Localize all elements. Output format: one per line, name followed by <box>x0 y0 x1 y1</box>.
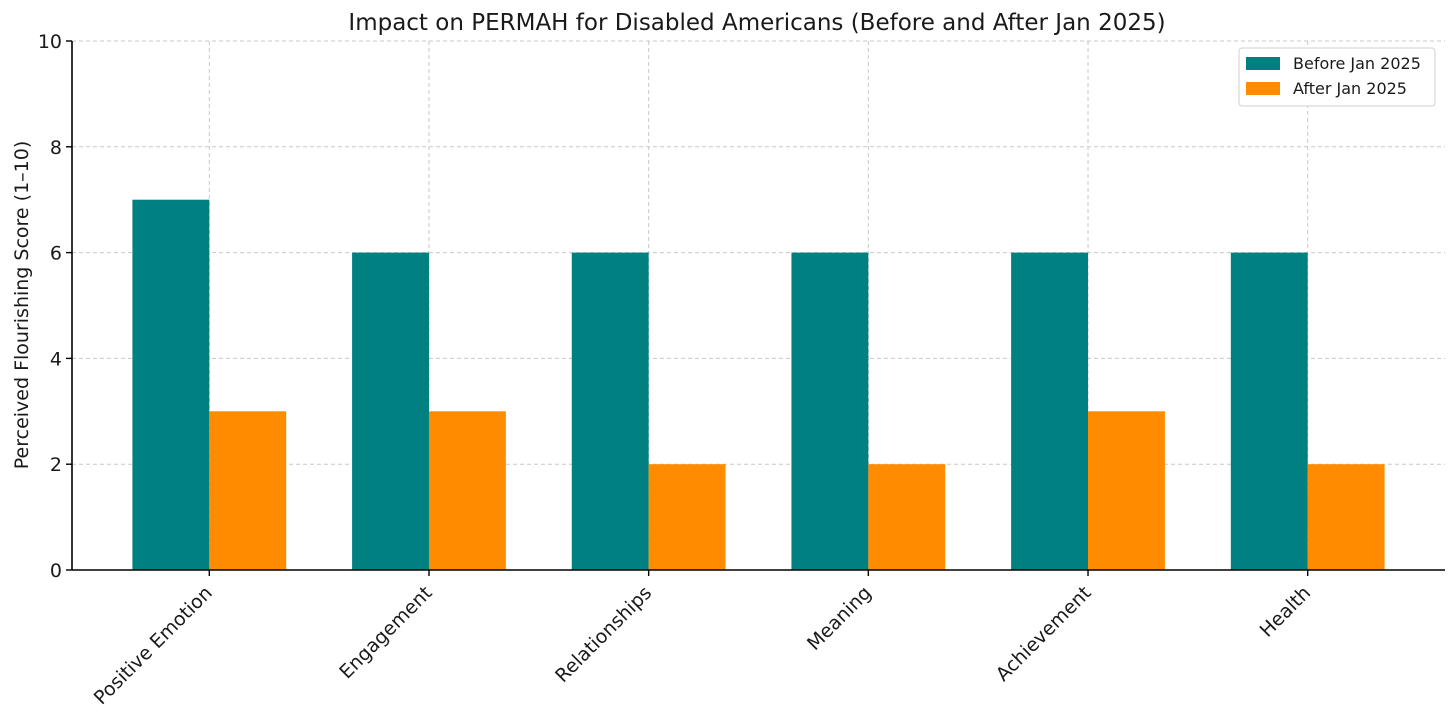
bar-after-0 <box>209 411 287 570</box>
legend-box <box>1238 47 1436 107</box>
x-tick-label: Achievement <box>992 582 1096 686</box>
chart-title: Impact on PERMAH for Disabled Americans … <box>348 10 1165 36</box>
legend-label-after: After Jan 2025 <box>1293 79 1407 98</box>
bar-before-3 <box>791 252 869 570</box>
y-tick-label: 0 <box>50 560 62 582</box>
legend: Before Jan 2025 After Jan 2025 <box>1238 47 1436 107</box>
bar-before-2 <box>571 252 649 570</box>
bar-after-5 <box>1307 464 1385 570</box>
y-axis-label: Perceived Flourishing Score (1–10) <box>11 141 33 469</box>
x-tick-label: Meaning <box>803 582 876 655</box>
legend-label-before: Before Jan 2025 <box>1293 54 1421 73</box>
bar-before-4 <box>1011 252 1089 570</box>
x-tick-label: Engagement <box>335 582 436 683</box>
bar-before-1 <box>352 252 429 570</box>
y-tick-label: 8 <box>50 137 62 159</box>
legend-swatch-after <box>1246 82 1280 95</box>
legend-swatch-before <box>1246 57 1280 70</box>
x-tick-label: Relationships <box>551 582 656 687</box>
y-tick-label: 6 <box>50 243 62 265</box>
x-tick-label: Health <box>1256 582 1316 642</box>
grid-lines <box>72 40 1445 570</box>
bars <box>132 199 1385 570</box>
bar-after-3 <box>868 464 946 570</box>
bar-after-1 <box>428 411 506 570</box>
bar-after-4 <box>1088 411 1165 570</box>
y-tick-label: 2 <box>50 454 62 476</box>
y-tick-label: 10 <box>38 31 62 53</box>
bar-before-5 <box>1230 252 1308 570</box>
x-tick-label: Positive Emotion <box>90 582 217 709</box>
bar-after-2 <box>648 464 726 570</box>
y-tick-label: 4 <box>50 348 62 370</box>
bar-before-0 <box>132 199 210 570</box>
